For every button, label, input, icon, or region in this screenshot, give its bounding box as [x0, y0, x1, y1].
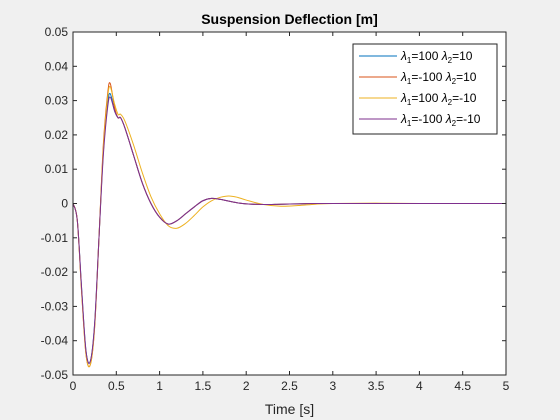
axes-layer: 0 0.5 1 1.5 2 2.5 3 3.5 4 4.5 5 -0.05 -0.04 -0.03 -0.0…: [41, 25, 510, 393]
chart-title: Suspension Deflection [m]: [201, 11, 378, 27]
y-tick-label: 0.01: [45, 162, 69, 176]
legend-entry-1: λ1=100 λ2=10: [400, 49, 473, 65]
y-tick-label: -0.03: [41, 299, 69, 313]
y-tick-label: -0.02: [41, 265, 69, 279]
legend-entry-2: λ1=-100 λ2=10: [400, 70, 477, 86]
x-tick-label: 4.5: [454, 379, 471, 393]
legend: λ1=100 λ2=10 λ1=-100 λ2=10 λ1=100 λ2=-10 λ1…: [352, 43, 498, 135]
x-tick-label: 0: [70, 379, 77, 393]
y-tick-label: 0.02: [45, 128, 69, 142]
x-tick-label: 1: [156, 379, 163, 393]
y-tick-label: -0.04: [41, 334, 69, 348]
x-tick-label: 4: [416, 379, 423, 393]
x-tick-label: 0.5: [108, 379, 125, 393]
y-tick-label: -0.01: [41, 231, 69, 245]
x-tick-label: 5: [503, 379, 510, 393]
x-tick-label: 2.5: [281, 379, 298, 393]
series-line-4: [72, 96, 506, 364]
y-tick-label: 0: [61, 197, 68, 211]
y-tick-label: 0.03: [45, 94, 69, 108]
x-tick-label: 3: [329, 379, 336, 393]
y-tick-label: 0.04: [45, 59, 69, 73]
legend-entry-3: λ1=100 λ2=-10: [400, 91, 477, 107]
x-tick-label: 3.5: [368, 379, 385, 393]
y-tick-label: -0.05: [41, 368, 69, 382]
series-layer: [72, 82, 507, 368]
x-axis-label: Time [s]: [265, 401, 314, 417]
x-tick-label: 1.5: [195, 379, 212, 393]
x-tick-label: 2: [243, 379, 250, 393]
y-tick-label: 0.05: [45, 25, 69, 39]
legend-entry-4: λ1=-100 λ2=-10: [400, 112, 481, 128]
